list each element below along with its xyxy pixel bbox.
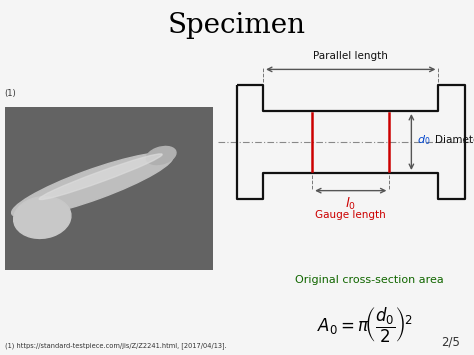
Text: Parallel length: Parallel length [313, 50, 388, 60]
Text: Diameter: Diameter [435, 135, 474, 145]
Ellipse shape [14, 197, 71, 239]
Text: 2/5: 2/5 [441, 335, 460, 349]
Text: $\it{l}_0$: $\it{l}_0$ [345, 196, 356, 212]
Ellipse shape [39, 154, 162, 200]
Text: (1): (1) [5, 89, 17, 98]
Text: $A_0 = \pi\!\left(\dfrac{d_0}{2}\right)^{\!2}$: $A_0 = \pi\!\left(\dfrac{d_0}{2}\right)^… [317, 305, 413, 344]
Text: $\it{d}_0$: $\it{d}_0$ [417, 133, 430, 147]
Text: (1) https://standard-testpiece.com/jis/Z/Z2241.html, [2017/04/13].: (1) https://standard-testpiece.com/jis/Z… [5, 342, 227, 349]
Text: Original cross-section area: Original cross-section area [295, 275, 444, 285]
Ellipse shape [146, 147, 176, 164]
Text: Specimen: Specimen [168, 12, 306, 39]
Text: Gauge length: Gauge length [315, 210, 386, 220]
Ellipse shape [11, 153, 173, 217]
